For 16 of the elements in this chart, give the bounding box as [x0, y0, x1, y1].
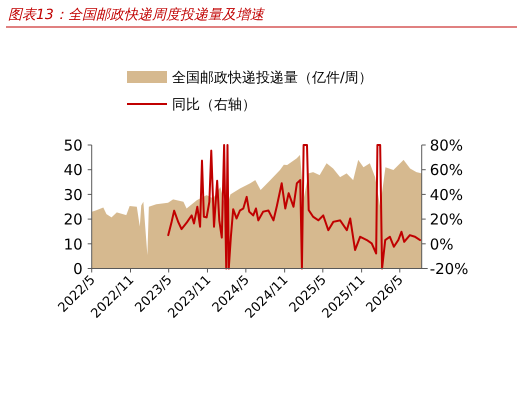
y2-tick-label: 0% [430, 235, 454, 254]
legend-label: 同比（右轴） [172, 97, 256, 113]
y2-tick-label: 60% [430, 161, 464, 180]
y2-tick-label: 40% [430, 186, 464, 204]
chart-title: 图表13：全国邮政快递周度投递量及增速 [8, 7, 265, 23]
y2-tick-label: 20% [430, 210, 464, 229]
y-tick-label: 40 [64, 161, 83, 180]
y2-tick-label: 80% [430, 136, 464, 154]
legend-label: 全国邮政快递投递量（亿件/周） [172, 70, 373, 86]
y-tick-label: 50 [64, 136, 83, 154]
y-tick-label: 0 [73, 260, 83, 278]
y-tick-label: 10 [64, 235, 83, 254]
y-tick-label: 30 [64, 186, 83, 204]
y2-tick-label: -20% [430, 260, 468, 278]
line-series [167, 144, 422, 270]
y-tick-label: 20 [64, 210, 83, 229]
